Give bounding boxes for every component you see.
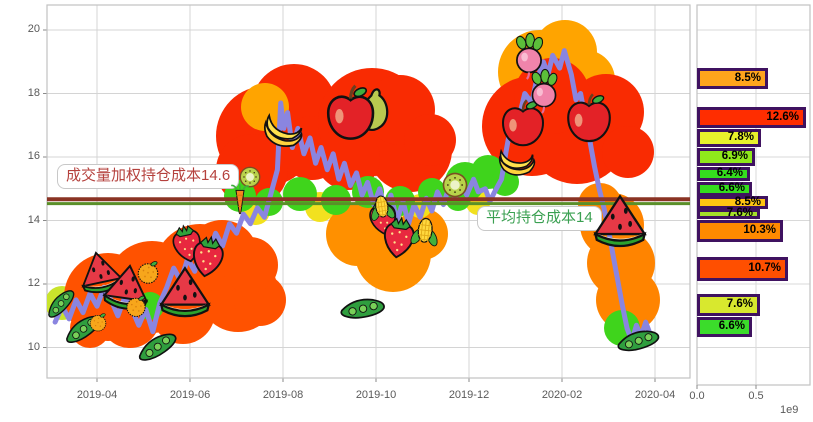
volume-bar: 7.6% (697, 207, 760, 220)
volume-bar: 12.6% (697, 107, 806, 128)
volume-bar-label: 10.7% (748, 262, 781, 275)
volume-bar: 6.6% (697, 182, 752, 196)
y-tick-label: 12 (27, 277, 40, 289)
y-tick-label: 10 (27, 340, 40, 353)
avg-cost-text: 平均持仓成本14 (486, 209, 593, 226)
volume-x-tick-label: 0.5 (748, 390, 764, 402)
volume-bar: 7.8% (697, 129, 761, 147)
x-tick-label: 2019-12 (448, 389, 490, 401)
volume-bar-label: 6.9% (721, 150, 748, 163)
cost-lines (47, 197, 690, 206)
volume-bar: 8.5% (697, 68, 768, 89)
volume-scale-label: 1e9 (780, 404, 799, 416)
volume-bar-label: 12.6% (766, 110, 799, 123)
vwap-cost-text: 成交量加权持仓成本14.6 (66, 167, 231, 184)
volume-bar: 10.3% (697, 220, 783, 242)
pea-icon (339, 290, 387, 328)
volume-bar-label: 10.3% (743, 224, 776, 237)
x-tick-label: 2019-04 (76, 389, 118, 401)
y-tick-label: 16 (27, 150, 40, 162)
x-tick-label: 2020-02 (541, 389, 583, 401)
avg-cost-label: 平均持仓成本14 (477, 206, 602, 231)
x-tick-label: 2020-04 (634, 389, 676, 401)
volume-bar-label: 7.6% (726, 207, 753, 220)
x-tick-label: 2019-06 (169, 389, 211, 401)
volume-bar-label: 7.6% (726, 298, 753, 311)
volume-bar: 10.7% (697, 257, 788, 281)
y-tick-label: 20 (27, 23, 40, 35)
volume-bar: 6.9% (697, 148, 755, 166)
volume-bar-label: 8.5% (734, 71, 761, 84)
kiwi-icon (442, 172, 468, 198)
x-tick-label: 2019-08 (262, 389, 304, 401)
volume-bar: 8.5% (697, 196, 768, 209)
x-tick-label: 2019-10 (355, 389, 397, 401)
y-tick-label: 18 (27, 86, 40, 99)
volume-bar: 6.6% (697, 317, 752, 337)
volume-bar: 7.6% (697, 294, 760, 316)
volume-bar-label: 8.5% (734, 195, 761, 208)
y-tick-label: 14 (27, 213, 40, 226)
volume-bar-label: 6.6% (718, 320, 745, 333)
volume-bar-label: 7.8% (727, 131, 754, 144)
vwap-cost-label: 成交量加权持仓成本14.6 (57, 164, 240, 189)
volume-x-tick-label: 0.0 (689, 390, 705, 402)
volume-bar-label: 6.6% (718, 182, 745, 195)
volume-bar: 6.4% (697, 167, 750, 181)
price-line (52, 48, 653, 344)
volume-bar-label: 6.4% (716, 167, 743, 180)
blob-cluster-mid (216, 64, 456, 206)
